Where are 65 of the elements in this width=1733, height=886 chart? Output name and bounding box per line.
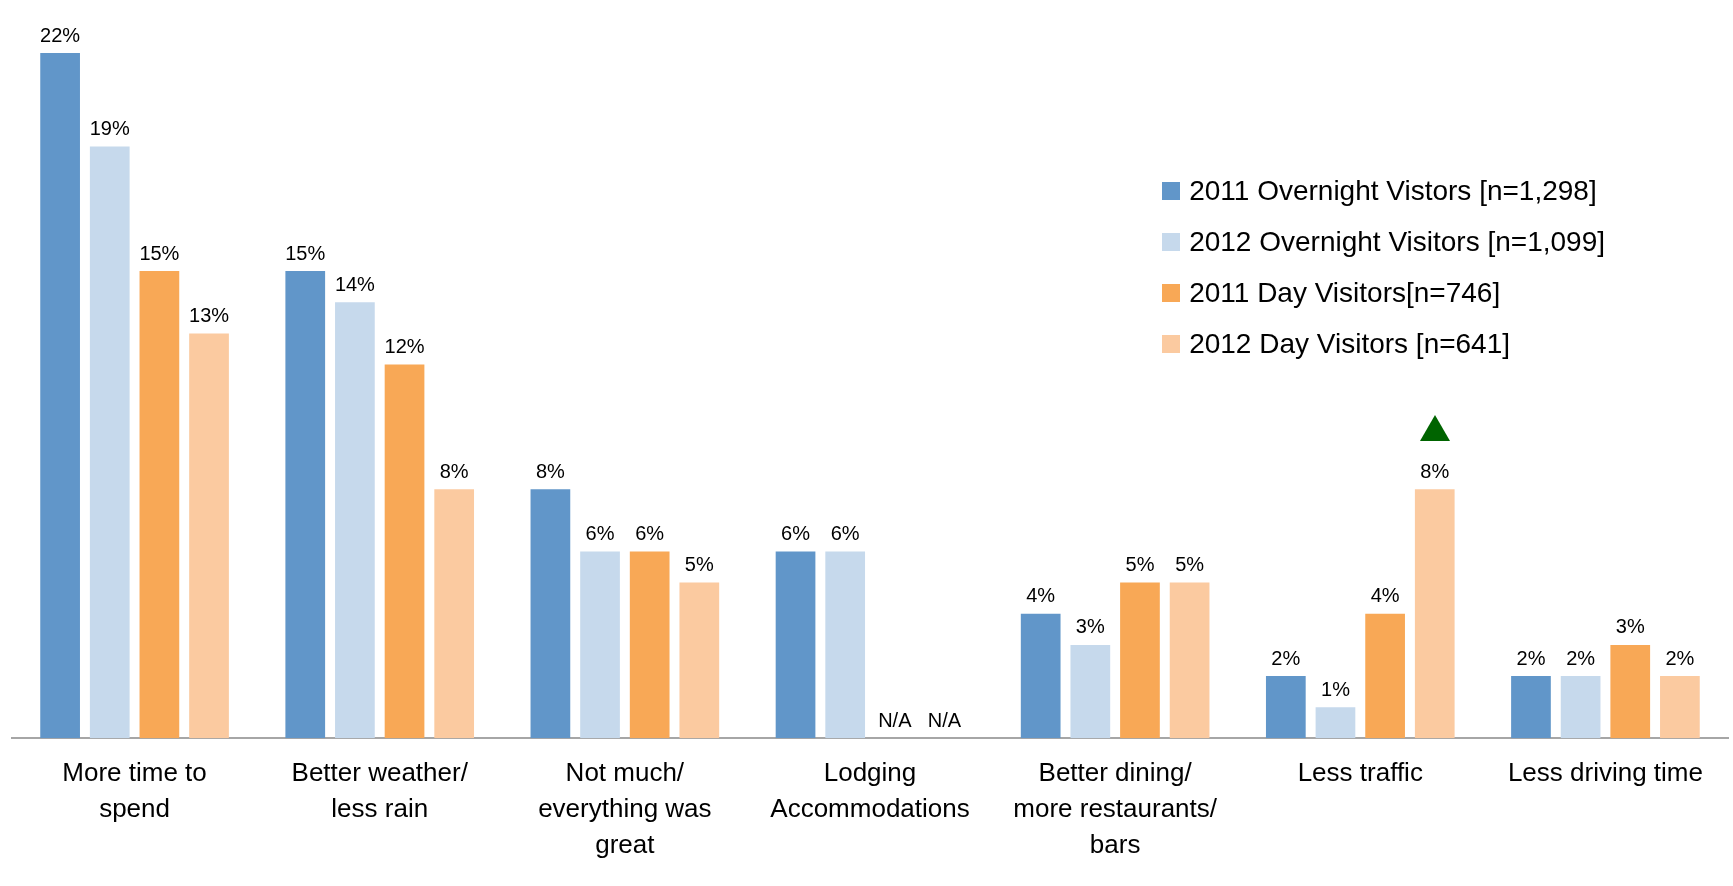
bar bbox=[1315, 707, 1356, 739]
data-label: 15% bbox=[139, 241, 180, 264]
data-label: 3% bbox=[1075, 615, 1105, 638]
data-label: 2% bbox=[1566, 646, 1596, 669]
bar bbox=[285, 271, 326, 739]
legend-label: 2011 Overnight Vistors [n=1,298] bbox=[1189, 174, 1597, 207]
bar bbox=[89, 146, 130, 739]
bar bbox=[679, 582, 720, 739]
data-label: 5% bbox=[684, 553, 714, 576]
data-label: 2% bbox=[1516, 646, 1546, 669]
data-label: 15% bbox=[285, 241, 326, 264]
data-label: 6% bbox=[585, 521, 615, 544]
data-label: 12% bbox=[384, 335, 425, 358]
bar bbox=[1070, 644, 1111, 739]
bar bbox=[1169, 582, 1210, 739]
text: N/A bbox=[927, 708, 962, 731]
data-label: 4% bbox=[1370, 584, 1400, 607]
bar bbox=[1610, 644, 1651, 739]
bar bbox=[629, 551, 670, 739]
data-label: 8% bbox=[535, 459, 566, 482]
x-tick-label: More time to spend bbox=[62, 757, 207, 824]
bar bbox=[1120, 582, 1160, 739]
x-tick-label: Better dining/ more restaurants/ bars bbox=[1013, 757, 1218, 860]
legend-label: 2012 Day Visitors [n=641] bbox=[1189, 327, 1511, 360]
text: N/A bbox=[878, 708, 912, 731]
bar bbox=[1414, 489, 1455, 739]
bar bbox=[1560, 676, 1601, 739]
bar bbox=[1020, 613, 1061, 739]
data-label: 8% bbox=[1420, 459, 1450, 482]
x-tick-label: Better weather/ less rain bbox=[291, 757, 469, 824]
bar bbox=[189, 333, 229, 739]
data-label: 2% bbox=[1271, 646, 1301, 669]
data-label: 22% bbox=[40, 23, 81, 46]
data-label: 1% bbox=[1321, 677, 1351, 700]
bar bbox=[335, 302, 375, 739]
bar bbox=[530, 489, 571, 739]
data-label: 19% bbox=[89, 116, 130, 139]
bar bbox=[139, 271, 180, 739]
bar bbox=[775, 551, 816, 739]
data-label: 6% bbox=[830, 521, 860, 544]
data-label: 6% bbox=[781, 521, 811, 544]
bar bbox=[1660, 676, 1700, 739]
x-tick-label: Less traffic bbox=[1297, 757, 1423, 788]
x-tick-label: Lodging Accommodations bbox=[770, 757, 970, 824]
data-label: 14% bbox=[334, 272, 376, 295]
x-tick-label: Not much/ everything was great bbox=[538, 757, 712, 860]
data-label: 13% bbox=[189, 303, 230, 326]
bar bbox=[580, 551, 620, 739]
data-label: 2% bbox=[1665, 646, 1695, 669]
data-label: 3% bbox=[1615, 615, 1645, 638]
x-tick-label: Less driving time bbox=[1507, 757, 1703, 788]
bar bbox=[1365, 613, 1405, 739]
data-label: 5% bbox=[1125, 553, 1155, 576]
bar bbox=[434, 489, 475, 739]
data-label: 6% bbox=[635, 521, 665, 544]
data-label: 8% bbox=[439, 459, 469, 482]
legend-label: 2011 Day Visitors[n=746] bbox=[1189, 276, 1501, 309]
data-label: 4% bbox=[1026, 584, 1056, 607]
bar bbox=[40, 53, 80, 739]
bar bbox=[1511, 676, 1551, 739]
bar bbox=[384, 364, 425, 739]
data-label: 5% bbox=[1175, 553, 1205, 576]
legend-label: 2012 Overnight Visitors [n=1,099] bbox=[1189, 225, 1605, 258]
bar bbox=[1265, 676, 1306, 739]
bar bbox=[825, 551, 866, 739]
